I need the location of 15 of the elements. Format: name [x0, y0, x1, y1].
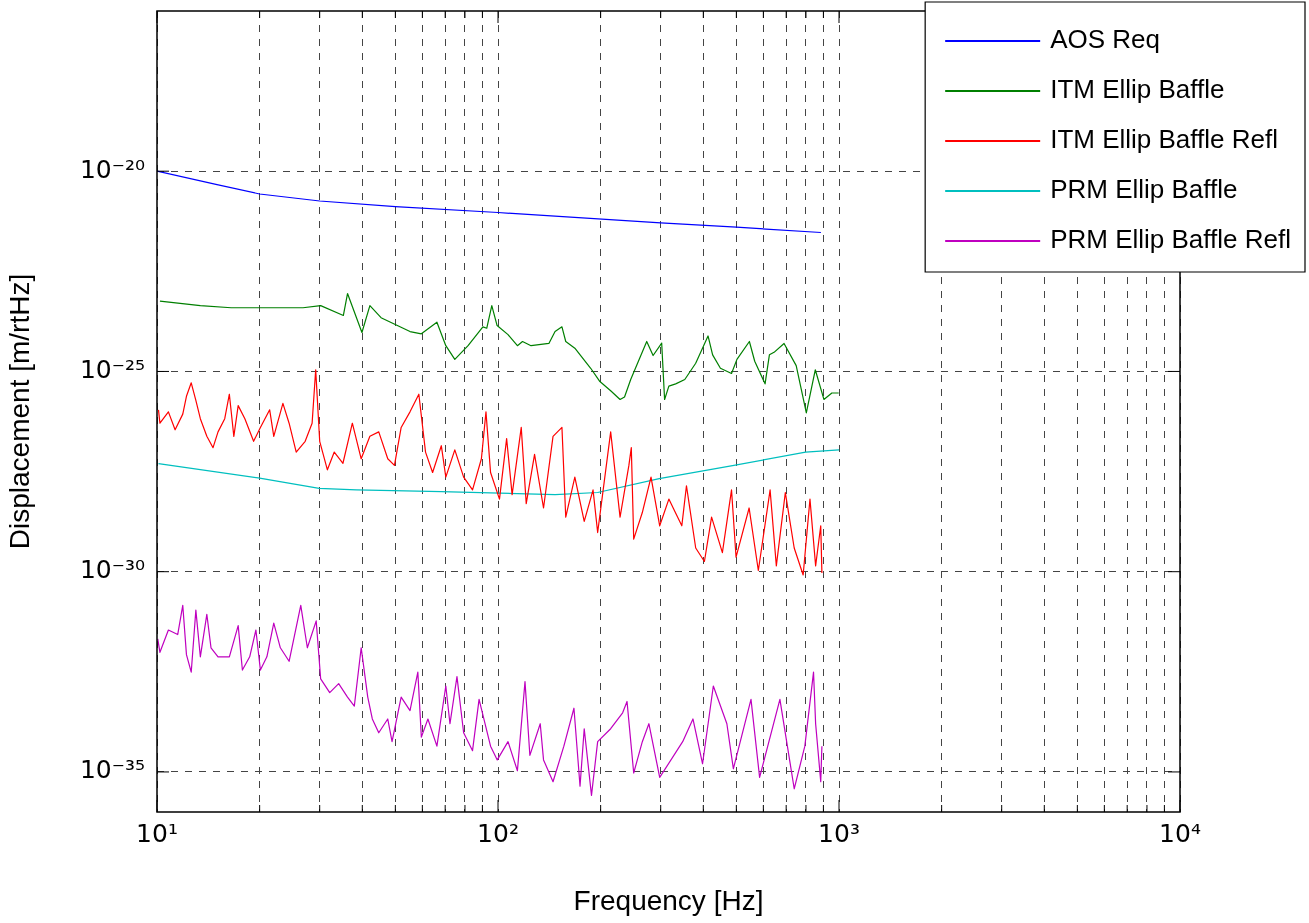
y-axis-title: Displacement [m/rtHz] — [3, 273, 35, 550]
x-axis-title: Frequency [Hz] — [573, 884, 764, 916]
y-tick-label: 10⁻²⁵ — [79, 354, 145, 384]
legend-label: ITM Ellip Baffle — [1050, 74, 1225, 105]
x-tick-label: 10³ — [818, 818, 860, 848]
y-tick-label: 10⁻³⁰ — [79, 555, 145, 585]
legend-label: ITM Ellip Baffle Refl — [1050, 124, 1278, 155]
x-tick-label: 10⁴ — [1159, 818, 1201, 848]
x-tick-label: 10² — [477, 818, 519, 848]
legend-label: AOS Req — [1050, 24, 1160, 55]
x-tick-label: 10¹ — [136, 818, 178, 848]
legend-label: PRM Ellip Baffle — [1050, 174, 1238, 205]
y-tick-label: 10⁻²⁰ — [79, 154, 145, 184]
legend-label: PRM Ellip Baffle Refl — [1050, 224, 1292, 255]
y-tick-label: 10⁻³⁵ — [79, 755, 145, 785]
